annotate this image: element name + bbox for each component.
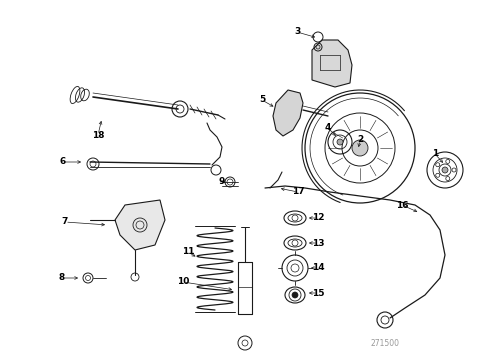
Text: 8: 8 [59, 274, 65, 283]
Text: 7: 7 [62, 217, 68, 226]
Text: 271500: 271500 [370, 339, 399, 348]
Circle shape [133, 218, 147, 232]
Text: 2: 2 [357, 135, 363, 144]
Text: 9: 9 [219, 177, 225, 186]
Text: 15: 15 [312, 288, 324, 297]
Text: 1: 1 [432, 149, 438, 158]
Text: 16: 16 [396, 201, 408, 210]
Circle shape [337, 139, 343, 145]
Text: 3: 3 [294, 27, 300, 36]
Text: 6: 6 [60, 158, 66, 166]
Text: 4: 4 [325, 123, 331, 132]
Text: 12: 12 [312, 213, 324, 222]
Text: 18: 18 [92, 130, 104, 139]
Polygon shape [273, 90, 303, 136]
Text: 11: 11 [182, 248, 194, 256]
Circle shape [292, 292, 298, 298]
Text: 10: 10 [177, 278, 189, 287]
Text: 5: 5 [259, 95, 265, 104]
Circle shape [352, 140, 368, 156]
Text: 14: 14 [312, 264, 324, 273]
Polygon shape [115, 200, 165, 250]
Circle shape [442, 167, 448, 173]
Polygon shape [312, 40, 352, 87]
Text: 13: 13 [312, 238, 324, 248]
Text: 17: 17 [292, 188, 304, 197]
